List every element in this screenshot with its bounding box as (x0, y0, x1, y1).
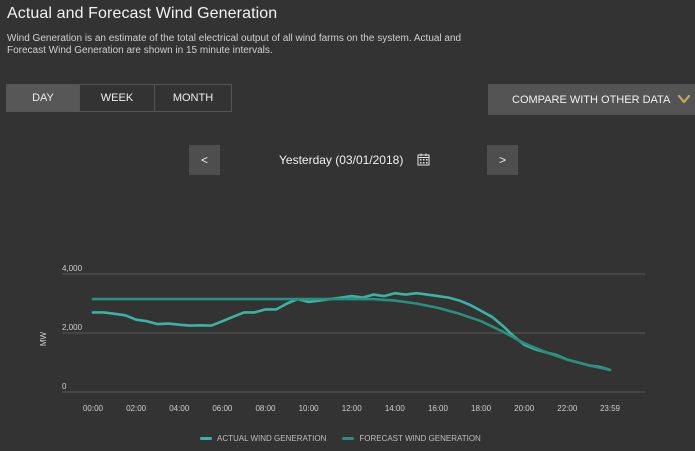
next-day-button[interactable]: > (487, 145, 518, 175)
y-tick-label: 4,000 (62, 264, 83, 273)
y-tick-label: 2,000 (62, 323, 83, 332)
chevron-down-icon (677, 94, 691, 104)
x-tick-label: 00:00 (83, 404, 104, 413)
x-tick-label: 23:59 (600, 404, 621, 413)
tab-week[interactable]: WEEK (80, 85, 155, 111)
x-tick-label: 02:00 (126, 404, 147, 413)
x-tick-label: 04:00 (169, 404, 190, 413)
chart-legend: ACTUAL WIND GENERATION FORECAST WIND GEN… (200, 432, 481, 444)
compare-label: COMPARE WITH OTHER DATA (512, 94, 671, 106)
legend-item-forecast[interactable]: FORECAST WIND GENERATION (342, 434, 481, 443)
x-tick-label: 08:00 (255, 404, 276, 413)
legend-swatch-actual (200, 436, 212, 440)
y-axis-label: MW (39, 331, 48, 346)
y-tick-label: 0 (62, 382, 67, 391)
current-date-label: Yesterday (03/01/2018) (279, 153, 404, 167)
x-tick-label: 14:00 (385, 404, 406, 413)
series-line-forecast (91, 297, 612, 372)
x-tick-label: 06:00 (212, 404, 233, 413)
prev-day-button[interactable]: < (189, 145, 220, 175)
x-tick-label: 16:00 (428, 404, 449, 413)
legend-item-actual[interactable]: ACTUAL WIND GENERATION (200, 434, 326, 443)
page-title: Actual and Forecast Wind Generation (7, 5, 278, 22)
calendar-icon[interactable] (417, 153, 430, 166)
x-tick-label: 10:00 (299, 404, 320, 413)
page-description: Wind Generation is an estimate of the to… (7, 33, 462, 56)
x-tick-label: 22:00 (557, 404, 578, 413)
x-tick-label: 18:00 (471, 404, 492, 413)
compare-button[interactable]: COMPARE WITH OTHER DATA (488, 84, 695, 115)
series-line-actual (91, 291, 612, 372)
legend-swatch-forecast (342, 436, 355, 440)
tab-day[interactable]: DAY (7, 85, 80, 111)
legend-label-actual: ACTUAL WIND GENERATION (217, 433, 327, 443)
x-tick-label: 20:00 (514, 404, 535, 413)
tab-month[interactable]: MONTH (155, 85, 231, 111)
x-tick-label: 12:00 (342, 404, 363, 413)
period-tabs: DAY WEEK MONTH (6, 84, 232, 112)
legend-label-forecast: FORECAST WIND GENERATION (359, 433, 481, 443)
